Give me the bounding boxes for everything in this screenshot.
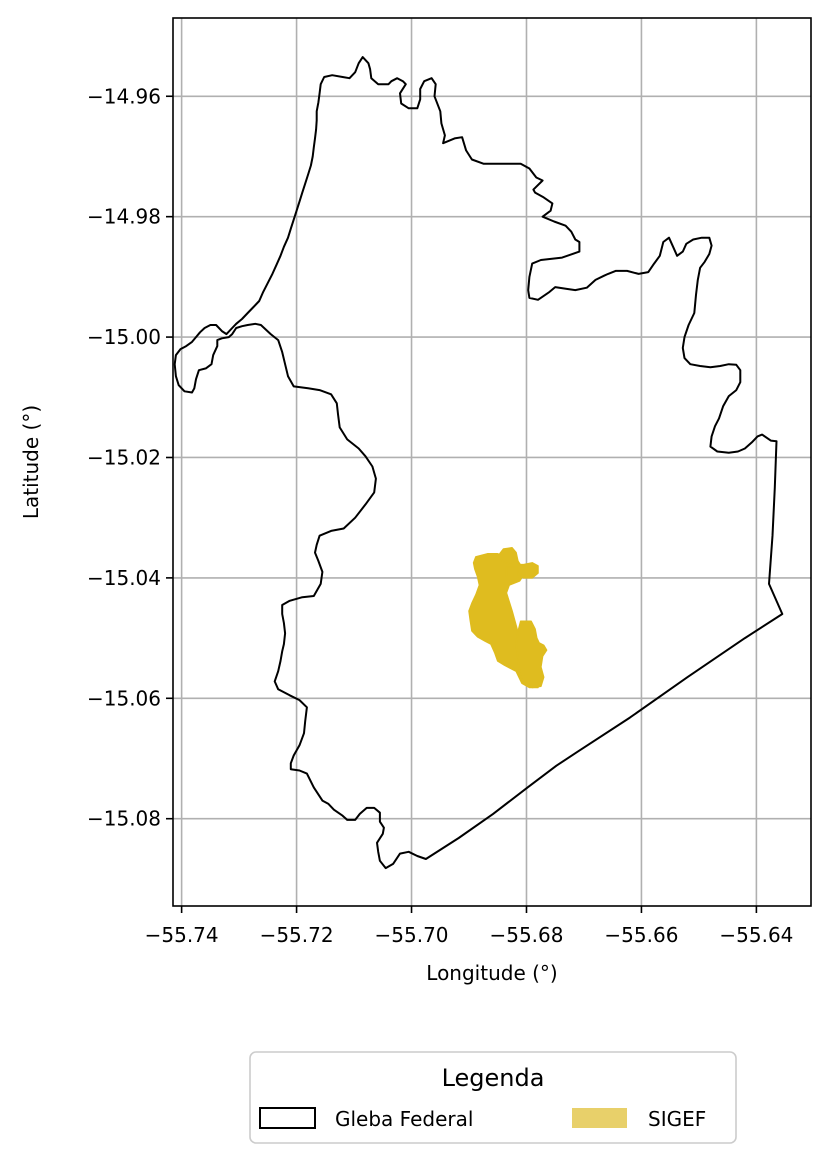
sigef-parcel-3 (517, 562, 539, 579)
x-tick-label-1: −55.72 (260, 923, 334, 947)
x-tick-label-2: −55.70 (375, 923, 449, 947)
x-axis-label: Longitude (°) (426, 961, 557, 985)
x-tick-label-5: −55.64 (719, 923, 793, 947)
plot-frame (172, 17, 812, 907)
sigef-parcel-4 (515, 620, 548, 689)
y-tick-label-1: −14.98 (87, 205, 161, 229)
y-tick-label-2: −15.00 (87, 325, 161, 349)
sigef-parcel-1 (498, 547, 519, 566)
y-tick-label-5: −15.06 (87, 686, 161, 710)
x-tick-label-0: −55.74 (145, 923, 219, 947)
y-axis-ticks: −14.96 −14.98 −15.00 −15.02 −15.04 −15.06 −15.… (87, 84, 173, 831)
legend-swatch-gleba (259, 1107, 316, 1129)
y-tick-label-4: −15.04 (87, 566, 161, 590)
y-tick-label-6: −15.08 (87, 807, 161, 831)
sigef-polygons (468, 547, 548, 689)
sigef-parcel-2 (505, 566, 519, 578)
y-tick-label-3: −15.02 (87, 445, 161, 469)
gleba-federal-polygon (173, 56, 784, 870)
y-tick-label-0: −14.96 (87, 84, 161, 108)
legend-swatch-sigef (572, 1108, 627, 1128)
x-axis-ticks: −55.74 −55.72 −55.70 −55.68 −55.66 −55.64 (145, 906, 793, 947)
legend-label-gleba: Gleba Federal (335, 1107, 473, 1131)
legend-title: Legenda (442, 1064, 545, 1092)
legend: Legenda Gleba Federal SIGEF (249, 1051, 737, 1144)
x-tick-label-3: −55.68 (489, 923, 563, 947)
x-tick-label-4: −55.66 (604, 923, 678, 947)
legend-label-sigef: SIGEF (648, 1107, 706, 1131)
y-axis-label: Latitude (°) (19, 405, 43, 519)
